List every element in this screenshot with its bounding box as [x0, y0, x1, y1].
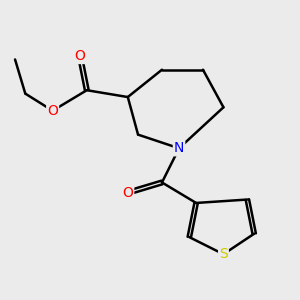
Text: S: S	[219, 247, 228, 261]
Text: N: N	[174, 141, 184, 155]
Text: O: O	[74, 49, 86, 63]
Text: O: O	[122, 186, 133, 200]
Text: O: O	[47, 104, 58, 118]
